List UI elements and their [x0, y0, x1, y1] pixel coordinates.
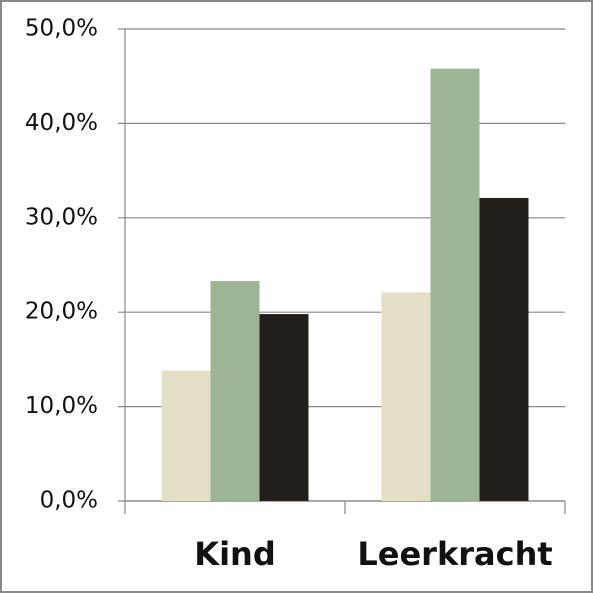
- y-tick-label: 0,0%: [40, 488, 98, 514]
- bar: [479, 197, 529, 501]
- bar: [381, 292, 431, 501]
- y-tick-label: 40,0%: [25, 110, 98, 136]
- y-tick-label: 50,0%: [25, 16, 98, 42]
- bar: [259, 314, 309, 501]
- bar: [161, 370, 211, 501]
- x-tick-label: Leerkracht: [357, 535, 552, 573]
- x-tick-label: Kind: [194, 535, 275, 573]
- bar: [210, 281, 260, 501]
- y-tick-label: 20,0%: [25, 299, 98, 325]
- y-tick-label: 10,0%: [25, 393, 98, 419]
- y-tick-label: 30,0%: [25, 204, 98, 230]
- bar: [430, 68, 480, 501]
